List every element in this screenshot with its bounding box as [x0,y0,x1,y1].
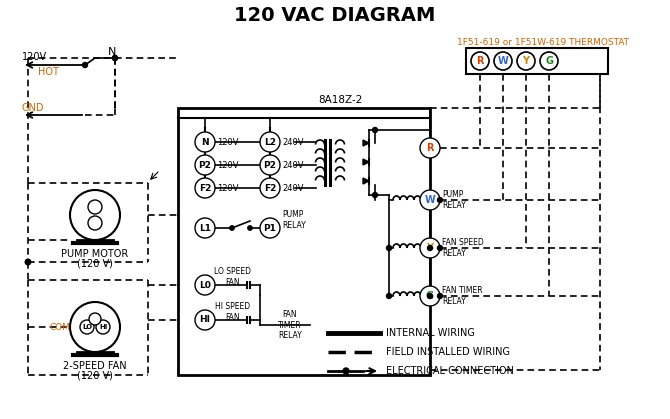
Circle shape [260,155,280,175]
Circle shape [113,55,117,60]
Text: 240V: 240V [282,137,304,147]
Circle shape [420,238,440,258]
Text: Y: Y [427,243,433,253]
Polygon shape [363,178,369,184]
Circle shape [96,320,110,334]
Text: HI: HI [200,316,210,324]
Circle shape [438,197,442,202]
Text: 2-SPEED FAN: 2-SPEED FAN [63,361,127,371]
Text: HI SPEED
FAN: HI SPEED FAN [216,302,251,322]
Circle shape [195,310,215,330]
Text: P1: P1 [263,223,277,233]
Text: (120 V): (120 V) [77,370,113,380]
Circle shape [25,259,31,265]
Text: INTERNAL WIRING: INTERNAL WIRING [386,328,475,338]
Text: LO SPEED
FAN: LO SPEED FAN [214,267,251,287]
Text: G: G [545,56,553,66]
Polygon shape [363,140,369,146]
Text: 120V: 120V [22,52,47,62]
Text: FAN
TIMER
RELAY: FAN TIMER RELAY [278,310,302,340]
Text: PUMP MOTOR: PUMP MOTOR [62,249,129,259]
Text: W: W [425,195,436,205]
Text: FAN TIMER
RELAY: FAN TIMER RELAY [442,286,482,306]
Text: W: W [498,56,509,66]
Text: HI: HI [99,324,107,330]
Text: 240V: 240V [282,160,304,170]
Bar [466,48,608,74]
Circle shape [88,216,102,230]
Circle shape [230,226,234,230]
Text: FIELD INSTALLED WIRING: FIELD INSTALLED WIRING [386,347,510,357]
Text: (120 V): (120 V) [77,258,113,268]
Circle shape [373,192,377,197]
Circle shape [427,293,433,298]
Circle shape [248,226,252,230]
Text: R: R [476,56,484,66]
Text: N: N [108,47,116,57]
Circle shape [195,155,215,175]
Circle shape [387,293,391,298]
Circle shape [260,132,280,152]
Circle shape [420,190,440,210]
Text: L1: L1 [199,223,211,233]
Polygon shape [363,159,369,165]
Bar [178,108,430,375]
Circle shape [387,246,391,251]
Circle shape [80,320,94,334]
Text: G: G [426,291,434,301]
Text: GND: GND [22,103,44,113]
Circle shape [517,52,535,70]
Circle shape [420,286,440,306]
Circle shape [438,246,442,251]
Circle shape [373,127,377,132]
Text: 120V: 120V [217,137,239,147]
Text: PUMP
RELAY: PUMP RELAY [442,190,466,210]
Text: R: R [426,143,433,153]
Circle shape [195,275,215,295]
Text: FAN SPEED
RELAY: FAN SPEED RELAY [442,238,484,258]
Circle shape [195,218,215,238]
Text: P2: P2 [263,160,277,170]
Circle shape [494,52,512,70]
Circle shape [88,200,102,214]
Circle shape [427,246,433,251]
Circle shape [343,368,349,374]
Text: HOT: HOT [38,67,59,77]
Circle shape [471,52,489,70]
Text: 240V: 240V [282,184,304,192]
Text: LO: LO [82,324,92,330]
Circle shape [195,178,215,198]
Text: COM: COM [49,323,70,333]
Circle shape [89,313,101,325]
Text: P2: P2 [198,160,212,170]
Circle shape [438,293,442,298]
Circle shape [260,178,280,198]
Circle shape [195,132,215,152]
Text: L2: L2 [264,137,276,147]
Circle shape [82,62,88,67]
Text: N: N [201,137,209,147]
Text: L0: L0 [199,280,211,290]
Text: 120 VAC DIAGRAM: 120 VAC DIAGRAM [234,5,436,24]
Text: Y: Y [523,56,529,66]
Text: F2: F2 [199,184,211,192]
Text: 1F51-619 or 1F51W-619 THERMOSTAT: 1F51-619 or 1F51W-619 THERMOSTAT [457,37,629,47]
Text: 120V: 120V [217,184,239,192]
Text: 120V: 120V [217,160,239,170]
Text: 8A18Z-2: 8A18Z-2 [318,95,362,105]
Circle shape [540,52,558,70]
Text: ELECTRICAL CONNECTION: ELECTRICAL CONNECTION [386,366,514,376]
Text: F2: F2 [264,184,276,192]
Text: PUMP
RELAY: PUMP RELAY [282,210,306,230]
Circle shape [113,55,117,60]
Circle shape [420,138,440,158]
Circle shape [260,218,280,238]
